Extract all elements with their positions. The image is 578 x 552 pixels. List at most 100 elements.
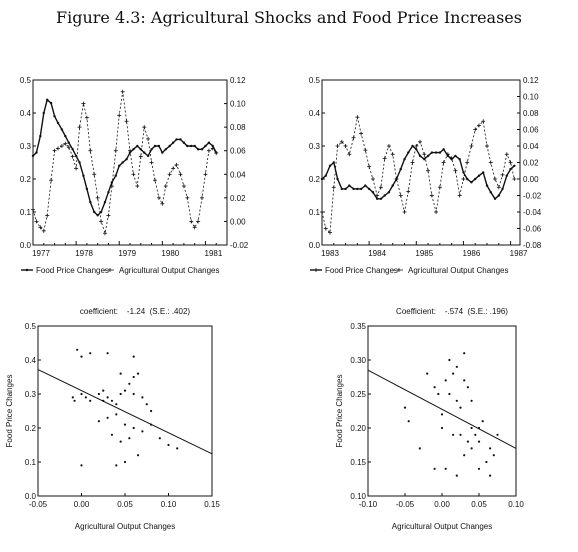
sc2-data-point	[452, 433, 455, 436]
ts1-agri-output-point	[74, 166, 79, 171]
sc1-data-point	[119, 392, 122, 396]
ts2-food-price-point	[482, 171, 485, 174]
sc2-data-point	[433, 467, 436, 470]
ts2-food-price-point	[411, 144, 414, 148]
ts1-agri-output-point	[178, 172, 183, 177]
sc2-x-tick-label: 0.00	[434, 500, 450, 509]
ts2-agri-output-point	[339, 139, 344, 144]
ts1-agri-output-point	[185, 195, 190, 200]
ts1-agri-output-point	[70, 154, 75, 159]
ts2-agri-output-point	[328, 230, 333, 235]
ts1-agri-output-point	[167, 172, 172, 177]
ts2-agri-output-point	[449, 156, 454, 161]
ts2-y-tick-label: 0.2	[309, 175, 321, 184]
ts2-y-tick-label: 0.3	[309, 142, 321, 151]
ts1-food-price-point	[85, 187, 89, 191]
sc1-data-point	[150, 409, 153, 413]
ts1-agri-output-point	[84, 115, 89, 120]
ts2-food-price-point	[442, 148, 445, 151]
ts2-food-price-point	[344, 187, 347, 191]
ts2-agri-output-point	[481, 119, 486, 124]
sc1-data-point	[119, 440, 122, 443]
ts2-y-tick-label: 0.1	[309, 208, 321, 217]
ts1-food-price-point	[49, 101, 53, 105]
ts1-y-tick-label: 0.2	[20, 175, 32, 184]
ts2-food-price-point	[423, 158, 426, 161]
ts1-food-price-point	[200, 148, 204, 151]
ts2-agri-output-point	[441, 160, 446, 165]
sc1-y-tick-label: 0.4	[25, 356, 37, 365]
sc1-data-point	[158, 437, 161, 440]
sc2-data-point	[418, 447, 421, 450]
ts1-x-tick-label: 1981	[205, 249, 223, 258]
ts2-agri-output-point	[422, 152, 427, 157]
sc2-data-point	[433, 386, 436, 389]
sc2-data-point	[440, 413, 444, 416]
ts2-food-price-point	[359, 187, 363, 191]
ts1-food-price-line	[32, 98, 217, 217]
ts1-agri-output-point	[56, 146, 61, 151]
sc1-x-tick-label: 0.00	[74, 500, 90, 509]
sc2-data-point	[485, 460, 488, 464]
ts2-y2-tick-label: -0.04	[523, 208, 542, 217]
ts2-agri-output-point	[335, 144, 340, 148]
ts2-food-price-point	[403, 158, 406, 161]
sc1-y-axis-title: Food Price Changes	[5, 375, 14, 448]
ts2-agri-output-point	[394, 177, 399, 181]
ts1-y-tick-label: 0.0	[20, 241, 32, 250]
sc1-x-axis-title: Agricultural Output Changes	[75, 522, 176, 531]
ts2-x-tick-label: 1987	[510, 249, 528, 258]
sc2-data-point	[463, 352, 466, 355]
ts1-food-price-point	[67, 141, 70, 144]
sc1-data-point	[102, 399, 105, 402]
ts2-y2-tick-label: 0.02	[523, 159, 539, 168]
ts1-food-price-point	[93, 210, 96, 214]
ts2-food-price-point	[328, 164, 332, 167]
sc1-x-tick-label: 0.05	[117, 500, 133, 509]
ts2-food-price-point	[438, 151, 442, 154]
sc1-data-point	[97, 392, 100, 396]
sc1-data-point	[132, 355, 135, 358]
sc1-data-point	[128, 437, 131, 440]
sc2-y-tick-label: 0.10	[350, 492, 366, 501]
ts1-y2-tick-label: 0.04	[230, 170, 246, 179]
ts2-food-price-point	[509, 167, 512, 171]
ts2-y-tick-label: 0.4	[309, 109, 321, 118]
sc2-data-point	[470, 447, 473, 450]
sc2-data-point	[459, 433, 462, 436]
ts1-food-price-point	[114, 174, 117, 177]
ts1-food-price-point	[71, 148, 74, 151]
ts1-agri-output-point	[142, 125, 147, 130]
sc1-data-point	[80, 464, 83, 467]
ts2-food-price-point	[458, 158, 461, 161]
sc2-y-axis-title: Food Price Changes	[335, 375, 344, 448]
sc2-x-tick-label: -0.10	[359, 500, 378, 509]
ts1-food-price-point	[39, 134, 42, 138]
ts2-y2-tick-label: -0.06	[523, 225, 542, 234]
ts1-y-tick-label: 0.3	[20, 142, 32, 151]
ts1-agri-output-point	[102, 231, 107, 236]
ts2-y2-tick-label: 0.10	[523, 93, 539, 102]
ts2-agri-output-point	[355, 115, 360, 120]
ts1-y2-tick-label: 0.08	[230, 123, 246, 132]
ts2-food-price-point	[379, 197, 383, 200]
ts2-agri-output-point	[437, 185, 442, 190]
ts2-x-tick-label: 1985	[415, 249, 433, 258]
ts1-food-price-point	[164, 148, 167, 151]
sc1-data-point	[89, 399, 92, 402]
ts2-food-price-point	[418, 154, 422, 158]
ts2-food-price-point	[454, 154, 457, 158]
sc1-y-tick-label: 0.3	[25, 390, 37, 399]
ts1-food-price-point	[103, 200, 107, 204]
ts2-agri-output-point	[375, 193, 380, 198]
ts1-agri-output-point	[128, 148, 132, 153]
ts2-agri-output-point	[485, 144, 489, 148]
ts1-y2-tick-label: 0.06	[230, 147, 246, 156]
sc1-y-tick-label: 0.2	[25, 424, 37, 433]
ts2-food-price-point	[462, 171, 465, 174]
figure-title: Figure 4.3: Agricultural Shocks and Food…	[56, 8, 522, 27]
ts2-legend-label: Food Price Changes	[325, 266, 398, 275]
ts1-food-price-point	[31, 154, 35, 158]
ts1-food-price-point	[161, 151, 164, 154]
ts1-food-price-point	[132, 148, 135, 151]
